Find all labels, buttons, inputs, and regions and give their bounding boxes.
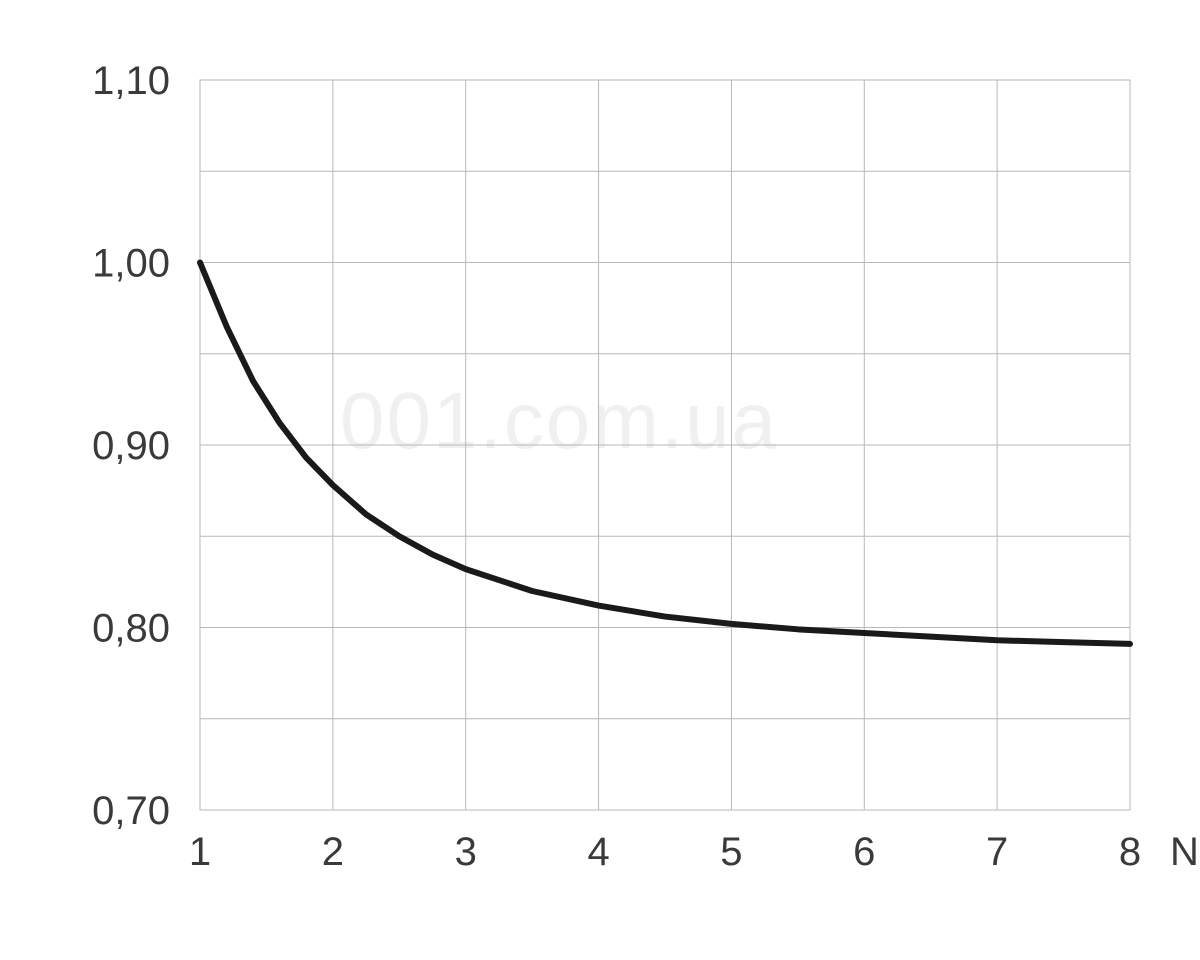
y-tick-label: 1,00 xyxy=(92,242,170,286)
x-tick-label: 1 xyxy=(189,830,211,874)
chart-svg: 0,70 0,80 0,90 1,00 1,10 1 2 3 4 5 6 7 8N xyxy=(0,0,1200,960)
y-tick-label: 0,80 xyxy=(92,607,170,651)
y-tick-label: 1,10 xyxy=(92,59,170,103)
chart-container: 001.com.ua 0,700,800,901,001,1012345678N xyxy=(0,0,1200,960)
curve xyxy=(200,263,1130,644)
x-tick-label: 7 xyxy=(986,830,1008,874)
x-tick-label: 5 xyxy=(720,830,742,874)
x-tick-label: 4 xyxy=(587,830,609,874)
x-tick-label: 3 xyxy=(455,830,477,874)
x-tick-label: 8 xyxy=(1119,830,1141,874)
y-tick-label: 0,70 xyxy=(92,789,170,833)
x-axis-title: N xyxy=(1170,830,1199,874)
x-tick-label: 2 xyxy=(322,830,344,874)
x-tick-label: 6 xyxy=(853,830,875,874)
y-tick-label: 0,90 xyxy=(92,424,170,468)
